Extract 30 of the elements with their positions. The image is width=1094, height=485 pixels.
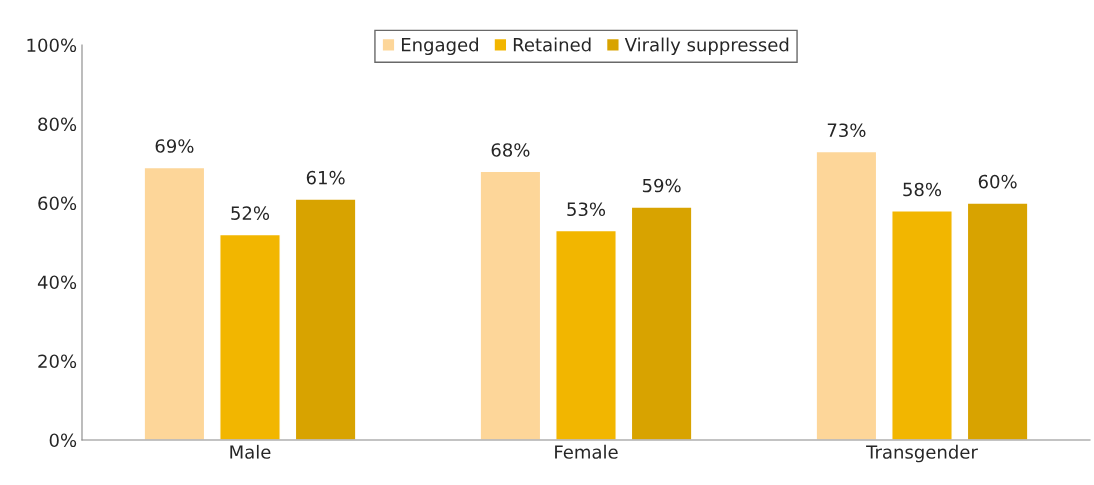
data-label: 59% xyxy=(642,178,681,193)
data-label: 73% xyxy=(827,123,866,138)
data-label: 60% xyxy=(978,174,1017,189)
data-label: 69% xyxy=(155,139,194,153)
bar xyxy=(143,166,206,440)
bar xyxy=(891,210,953,440)
x-tick-label: Female xyxy=(555,444,618,459)
y-tick-label: 0% xyxy=(49,433,77,448)
legend-label: Virally suppressed xyxy=(624,37,789,56)
data-label: 61% xyxy=(306,170,345,185)
legend-label: Retained xyxy=(513,37,591,52)
y-tick-label: 100% xyxy=(27,38,77,53)
x-tick-label: Male xyxy=(230,444,271,459)
data-label: 53% xyxy=(567,202,606,217)
bar xyxy=(815,150,878,440)
bar xyxy=(219,233,281,440)
y-tick-label: 60% xyxy=(38,196,77,211)
y-tick-label: 40% xyxy=(37,275,77,290)
y-tick-label: 20% xyxy=(38,354,77,369)
bar xyxy=(479,170,542,440)
bar xyxy=(630,206,693,440)
data-label: 52% xyxy=(231,206,270,220)
bar xyxy=(555,229,617,440)
data-label: 58% xyxy=(903,182,942,197)
data-label: 68% xyxy=(491,143,530,157)
legend-label: Engaged xyxy=(401,37,478,56)
bar xyxy=(294,198,357,440)
bar xyxy=(966,202,1029,440)
x-tick-label: Transgender xyxy=(866,444,978,463)
y-tick-label: 80% xyxy=(38,117,77,132)
